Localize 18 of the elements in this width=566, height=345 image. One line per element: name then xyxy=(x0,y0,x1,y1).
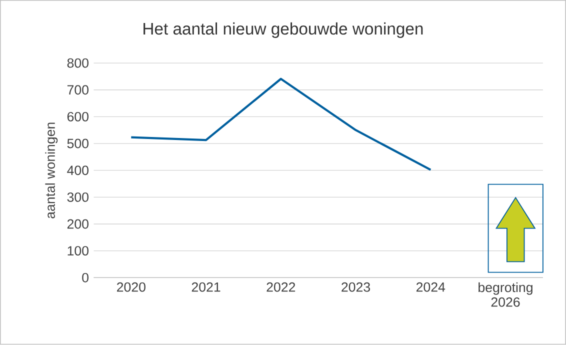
y-tick-label: 300 xyxy=(67,192,88,202)
line-series xyxy=(130,78,432,172)
y-tick-label: 700 xyxy=(67,85,88,95)
y-tick-label: 600 xyxy=(67,112,88,122)
y-tick-label: 200 xyxy=(67,219,88,229)
x-tick-label: 2023 xyxy=(342,282,370,292)
chart-title: Het aantal nieuw gebouwde woningen xyxy=(144,22,423,38)
y-tick-label: 400 xyxy=(67,166,88,176)
x-tick-label: 2022 xyxy=(266,282,296,292)
y-tick-label: 500 xyxy=(67,138,88,148)
y-tick-label: 800 xyxy=(67,58,88,68)
x-tick-label: 2021 xyxy=(192,282,220,292)
y-axis-title: aantal woningen xyxy=(45,122,58,218)
x-tick-label: 2020 xyxy=(116,282,146,292)
y-tick-label: 100 xyxy=(68,246,88,256)
x-tick-label: 2024 xyxy=(416,282,446,292)
x-tick-label: begroting 2026 xyxy=(478,282,532,307)
y-tick-label: 0 xyxy=(82,273,88,283)
